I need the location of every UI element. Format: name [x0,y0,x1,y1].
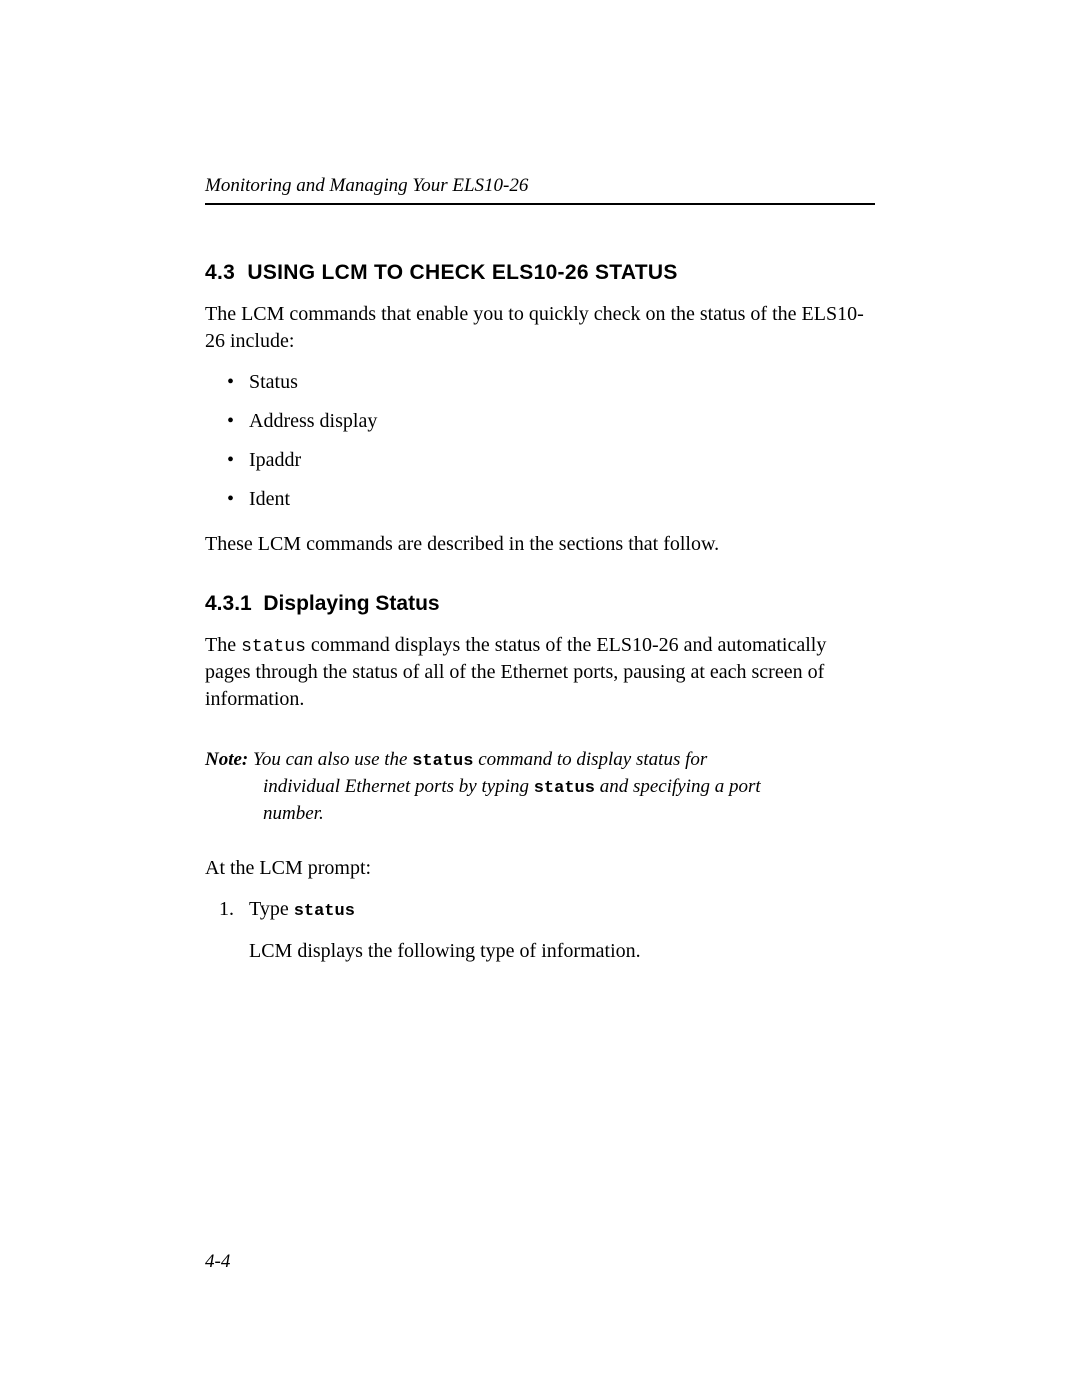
subsection-paragraph-1: The status command displays the status o… [205,632,875,713]
subsection-number: 4.3.1 [205,592,252,615]
running-header: Monitoring and Managing Your ELS10-26 [205,175,875,205]
section-intro-paragraph: The LCM commands that enable you to quic… [205,301,875,355]
text-fragment: You can also use the [248,749,412,770]
section-heading: 4.3 USING LCM TO CHECK ELS10-26 STATUS [205,261,875,285]
step-result-paragraph: LCM displays the following type of infor… [205,938,875,965]
subsection-title: Displaying Status [263,592,439,615]
prompt-paragraph: At the LCM prompt: [205,855,875,882]
list-item: Address display [205,408,875,435]
note-body-line3: number. [205,801,875,828]
section-title: USING LCM TO CHECK ELS10-26 STATUS [247,261,677,284]
section-followup-paragraph: These LCM commands are described in the … [205,531,875,558]
note-body-line1: You can also use the status command to d… [248,749,707,770]
text-fragment: and specifying a port [595,776,761,797]
note-block: Note: You can also use the status comman… [205,747,875,827]
page-number: 4-4 [205,1251,230,1273]
inline-code-bold: status [534,779,595,798]
text-fragment: individual Ethernet ports by typing [263,776,534,797]
text-fragment: command to display status for [473,749,707,770]
note-label: Note: [205,749,248,770]
command-bullet-list: Status Address display Ipaddr Ident [205,369,875,513]
list-item: Status [205,369,875,396]
inline-code-bold: status [412,752,473,771]
list-item: Ident [205,486,875,513]
inline-code: status [241,637,306,657]
subsection-heading: 4.3.1 Displaying Status [205,592,875,616]
list-item: 1. Type status [205,896,875,924]
numbered-step-list: 1. Type status [205,896,875,924]
inline-code-bold: status [294,902,355,921]
step-number: 1. [219,896,234,923]
text-fragment: Type [249,898,294,920]
list-item: Ipaddr [205,447,875,474]
page-content: Monitoring and Managing Your ELS10-26 4.… [0,0,1080,965]
section-number: 4.3 [205,261,235,284]
note-body-line2: individual Ethernet ports by typing stat… [205,774,875,801]
text-fragment: The [205,634,241,656]
